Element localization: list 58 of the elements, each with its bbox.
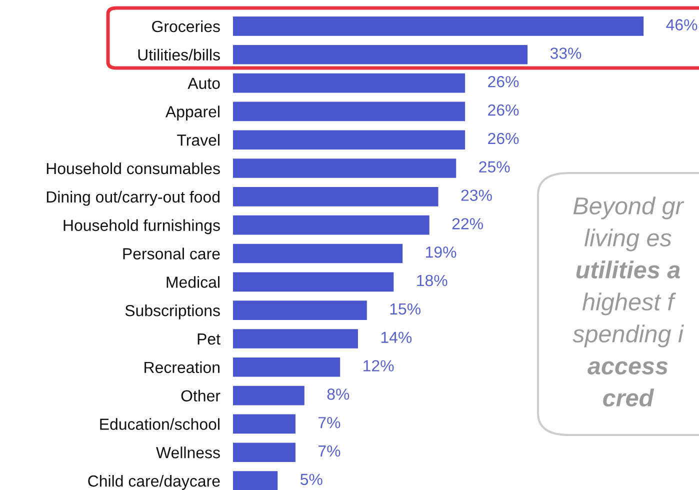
data-label: 23% bbox=[461, 190, 492, 201]
data-label: 26% bbox=[488, 104, 519, 116]
y-tick-label: Education/school bbox=[100, 418, 220, 430]
bar bbox=[233, 272, 394, 292]
data-label: 25% bbox=[479, 161, 510, 173]
bar bbox=[233, 16, 644, 36]
bar bbox=[233, 386, 304, 406]
annotation: utilities a bbox=[576, 260, 680, 279]
y-tick-label: Medical bbox=[166, 276, 220, 288]
y-tick-label: Apparel bbox=[165, 106, 220, 121]
data-label: 33% bbox=[550, 48, 582, 59]
y-tick-label: Other bbox=[181, 390, 220, 402]
y-tick-label: Household furnishings bbox=[64, 219, 220, 234]
bar bbox=[233, 158, 456, 178]
data-label: 15% bbox=[390, 303, 421, 315]
bar bbox=[233, 442, 296, 462]
data-label: 7% bbox=[318, 445, 340, 457]
y-tick-label: Household consumables bbox=[46, 162, 220, 174]
y-tick-label: Subscriptions bbox=[125, 304, 220, 320]
annotation: highest f bbox=[582, 292, 676, 316]
y-tick-label: Recreation bbox=[144, 361, 220, 374]
annotation: spending i bbox=[572, 324, 684, 348]
data-label: 7% bbox=[318, 417, 340, 428]
bar bbox=[233, 44, 528, 64]
y-tick-label: Child care/daycare bbox=[88, 475, 220, 490]
bar bbox=[233, 357, 340, 377]
y-tick-label: Utilities/bills bbox=[138, 48, 220, 61]
y-tick-label: Auto bbox=[188, 78, 220, 89]
bar bbox=[233, 102, 466, 122]
data-label: 26% bbox=[488, 132, 519, 144]
bar bbox=[233, 73, 466, 93]
y-tick-label: Wellness bbox=[156, 446, 220, 458]
data-label: 14% bbox=[381, 332, 412, 343]
data-label: 26% bbox=[488, 76, 519, 88]
annotation: living es bbox=[584, 228, 672, 252]
data-label: 5% bbox=[300, 474, 322, 486]
bar bbox=[233, 130, 466, 150]
y-tick-label: Personal care bbox=[123, 248, 220, 260]
bar bbox=[233, 329, 358, 348]
annotation: access bbox=[588, 361, 668, 375]
y-tick-label: Dining out/carry-out food bbox=[46, 190, 220, 206]
y-tick-label: Pet bbox=[198, 334, 220, 345]
bar bbox=[233, 187, 438, 206]
bar bbox=[233, 471, 278, 490]
bar bbox=[233, 244, 403, 264]
bar bbox=[233, 300, 367, 320]
bar bbox=[233, 215, 430, 235]
annotation: cred bbox=[603, 388, 654, 407]
data-label: 18% bbox=[417, 274, 448, 286]
bar bbox=[233, 414, 296, 434]
data-label: 46% bbox=[666, 19, 698, 30]
data-label: 22% bbox=[452, 218, 483, 230]
data-label: 19% bbox=[426, 246, 456, 258]
annotation: Beyond gr bbox=[573, 196, 684, 220]
y-tick-label: Groceries bbox=[152, 20, 220, 32]
data-label: 8% bbox=[327, 388, 350, 400]
data-label: 12% bbox=[364, 360, 394, 372]
y-tick-label: Travel bbox=[177, 134, 220, 146]
